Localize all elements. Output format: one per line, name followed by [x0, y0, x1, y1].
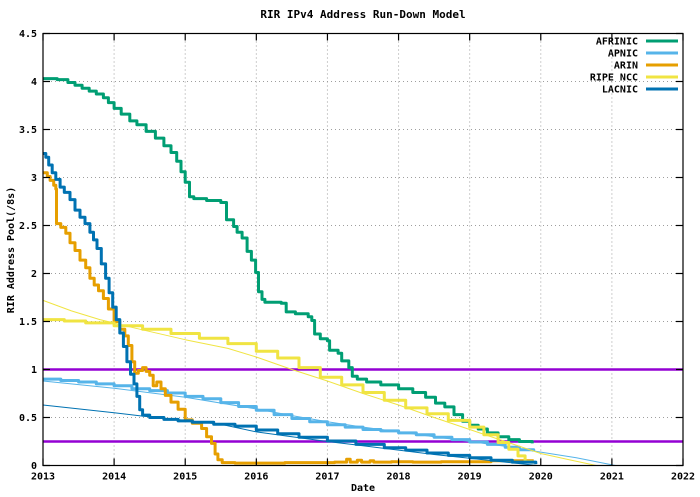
- x-tick-label-2017: 2017: [315, 472, 339, 483]
- legend-label-ripe-ncc: RIPE NCC: [590, 73, 638, 84]
- legend-item-apnic: APNIC: [608, 49, 678, 60]
- x-tick-label-2015: 2015: [173, 472, 197, 483]
- series-lines: [42, 77, 616, 466]
- lacnic-model-line: [42, 404, 538, 466]
- apnic-line: [43, 377, 536, 452]
- y-tick-label-2.5: 2.5: [19, 221, 37, 232]
- x-tick-label-2014: 2014: [102, 472, 126, 483]
- x-tick-label-2013: 2013: [31, 472, 55, 483]
- y-tick-label-4: 4: [31, 77, 37, 88]
- x-tick-label-2020: 2020: [529, 472, 553, 483]
- x-tick-label-2019: 2019: [458, 472, 482, 483]
- x-tick-label-2016: 2016: [244, 472, 268, 483]
- ripe-ncc-model-line: [42, 299, 597, 466]
- y-axis-label: RIR Address Pool(/8s): [6, 187, 17, 313]
- y-tick-label-3: 3: [31, 173, 37, 184]
- ripe-ncc-line: [43, 318, 534, 464]
- legend-item-lacnic: LACNIC: [602, 85, 678, 96]
- threshold-lines: [43, 368, 683, 443]
- y-tick-label-1: 1: [31, 365, 37, 376]
- afrinic-line: [43, 77, 534, 444]
- plot-frame: [42, 32, 684, 467]
- x-axis-label: Date: [351, 483, 375, 494]
- legend-item-afrinic: AFRINIC: [596, 37, 678, 48]
- legend-label-arin: ARIN: [614, 61, 638, 72]
- legend-label-lacnic: LACNIC: [602, 85, 638, 96]
- y-tick-label-2: 2: [31, 269, 37, 280]
- x-tick-label-2018: 2018: [387, 472, 411, 483]
- tick-labels: 2013 2014 2015 2016 2017 2018 2019 2020 2021 2022…: [19, 29, 695, 483]
- y-tick-label-4.5: 4.5: [19, 29, 37, 40]
- x-tick-label-2022: 2022: [671, 472, 695, 483]
- y-tick-label-3.5: 3.5: [19, 125, 37, 136]
- chart-title: RIR IPv4 Address Run-Down Model: [260, 8, 465, 21]
- x-tick-label-2021: 2021: [600, 472, 624, 483]
- lacnic-line: [43, 152, 538, 465]
- y-tick-label-0.5: 0.5: [19, 413, 37, 424]
- arin-line: [43, 171, 534, 465]
- y-tick-label-0: 0: [31, 461, 37, 472]
- legend-label-afrinic: AFRINIC: [596, 37, 638, 48]
- legend-item-ripe-ncc: RIPE NCC: [590, 73, 678, 84]
- legend-label-apnic: APNIC: [608, 49, 638, 60]
- plot-border: [42, 32, 684, 467]
- y-tick-label-1.5: 1.5: [19, 317, 37, 328]
- legend-item-arin: ARIN: [614, 61, 678, 72]
